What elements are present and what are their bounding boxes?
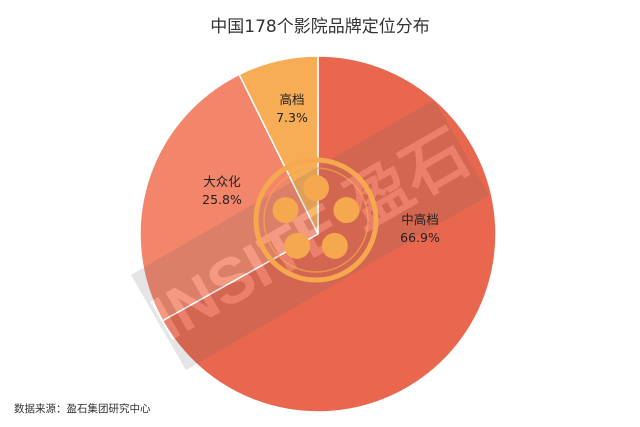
reel-inner-ring [263,167,369,273]
reel-ring [253,157,379,283]
reel-hole-1 [303,175,329,201]
slice-label-value-1: 66.9% [400,230,440,245]
reel-hole-5 [272,197,299,224]
reel-hole-3 [321,232,348,259]
film-reel-icon [253,157,379,283]
slice-label-value-3: 7.3% [276,110,308,125]
slice-label-value-2: 25.8% [202,192,242,207]
slice-labels: 中高档 66.9% 大众化 25.8% 高档 7.3% [202,92,440,245]
slice-label-name-2: 大众化 [203,174,241,189]
pie-slice-1 [161,55,497,413]
pie-slice-3 [238,55,319,235]
reel-hole-2 [333,197,360,224]
source-note: 数据来源：盈石集团研究中心 [14,403,151,415]
slice-label-name-1: 中高档 [401,212,439,227]
pie-slice-2 [139,73,319,322]
chart-title: 中国178个影院品牌定位分布 [210,17,430,37]
pie-slices [139,55,497,413]
slice-label-name-3: 高档 [279,92,304,107]
reel-hole-4 [284,232,311,259]
